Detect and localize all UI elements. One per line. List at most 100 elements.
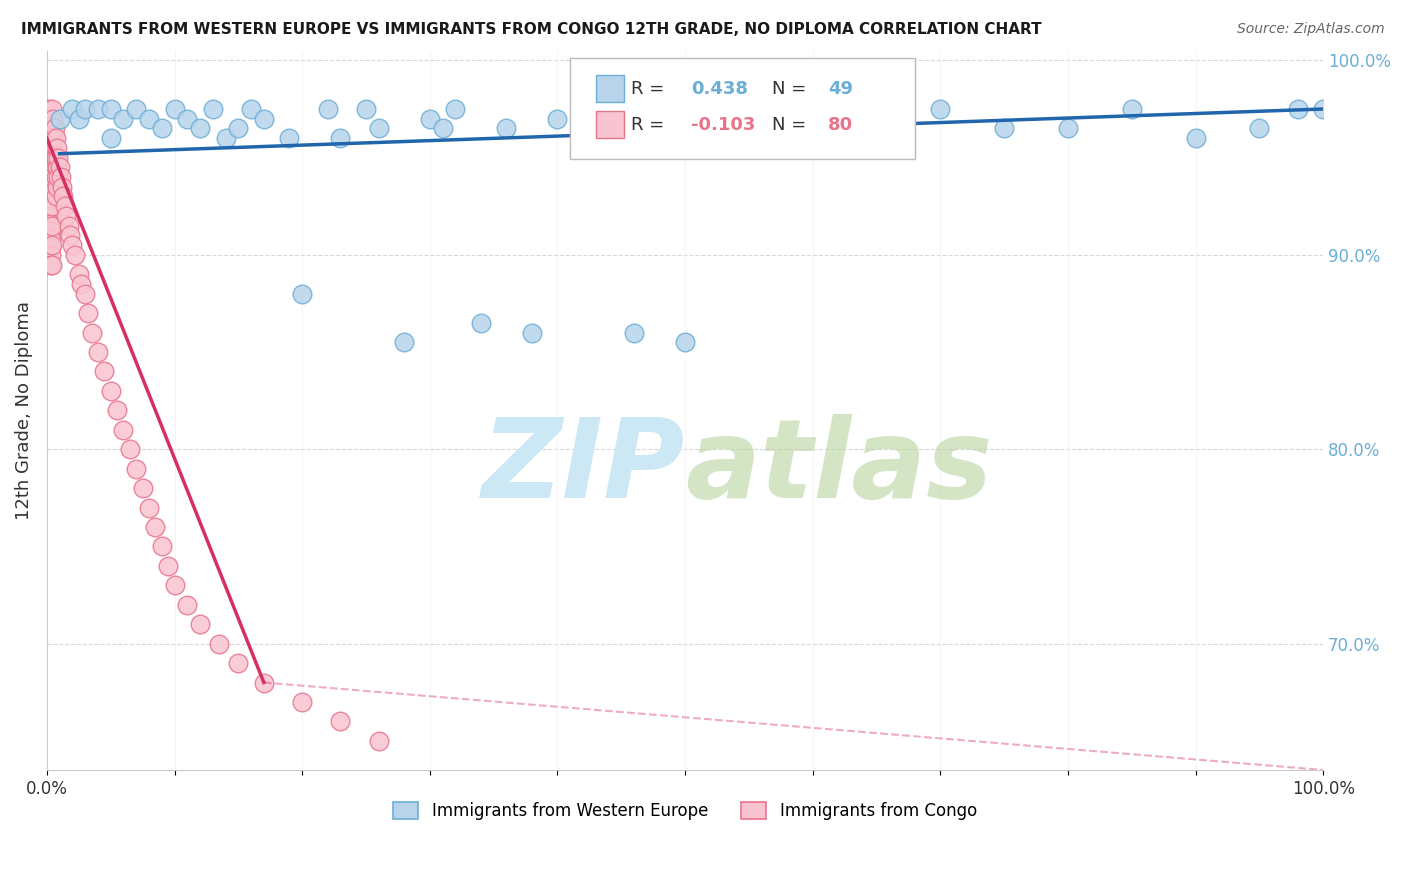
Point [188, 121, 211, 136]
Point [75, 102, 97, 116]
Point [53, 199, 76, 213]
Point [100, 384, 122, 398]
Point [49, 169, 72, 184]
Point [48, 169, 70, 184]
Point [41, 199, 63, 213]
Text: 49: 49 [828, 79, 853, 98]
Point [112, 423, 135, 437]
Point [105, 403, 128, 417]
Point [176, 598, 198, 612]
Point [38, 194, 60, 208]
Point [253, 675, 276, 690]
Point [37, 112, 59, 126]
Point [444, 102, 467, 116]
Point [329, 131, 352, 145]
Point [1249, 121, 1271, 136]
Point [58, 219, 80, 233]
Point [41, 141, 63, 155]
Point [1057, 121, 1080, 136]
Point [38, 146, 60, 161]
Point [150, 121, 173, 136]
Text: atlas: atlas [685, 415, 993, 522]
Point [87, 102, 110, 116]
Point [80, 326, 103, 340]
Text: R =: R = [631, 116, 671, 134]
Point [150, 540, 173, 554]
Point [291, 695, 314, 709]
Point [214, 131, 236, 145]
Point [1121, 102, 1143, 116]
Point [46, 141, 69, 155]
Point [45, 131, 67, 145]
Point [118, 442, 141, 457]
Point [419, 112, 441, 126]
Text: IMMIGRANTS FROM WESTERN EUROPE VS IMMIGRANTS FROM CONGO 12TH GRADE, NO DIPLOMA C: IMMIGRANTS FROM WESTERN EUROPE VS IMMIGR… [21, 22, 1042, 37]
Point [738, 131, 761, 145]
Point [495, 121, 517, 136]
Point [42, 169, 65, 184]
Point [520, 326, 543, 340]
Point [45, 189, 67, 203]
Point [38, 186, 60, 200]
Point [1312, 102, 1334, 116]
Legend: Immigrants from Western Europe, Immigrants from Congo: Immigrants from Western Europe, Immigran… [387, 795, 983, 826]
Point [51, 179, 73, 194]
Point [63, 248, 86, 262]
FancyBboxPatch shape [596, 75, 624, 103]
Point [157, 558, 180, 573]
Point [316, 102, 339, 116]
Point [131, 481, 153, 495]
Point [46, 179, 69, 194]
Point [138, 500, 160, 515]
Point [46, 161, 69, 175]
FancyBboxPatch shape [596, 112, 624, 138]
Point [673, 335, 696, 350]
Text: -0.103: -0.103 [692, 116, 756, 134]
Point [59, 228, 82, 243]
Point [188, 617, 211, 632]
Point [38, 154, 60, 169]
Point [228, 121, 250, 136]
Point [598, 102, 620, 116]
Text: 80: 80 [828, 116, 853, 134]
Point [367, 121, 389, 136]
Point [45, 169, 67, 184]
Point [329, 714, 352, 729]
Point [42, 131, 65, 145]
Point [70, 277, 93, 291]
Point [38, 178, 60, 192]
Point [76, 306, 98, 320]
Point [42, 151, 65, 165]
Point [291, 286, 314, 301]
Point [67, 267, 90, 281]
Point [125, 461, 148, 475]
Point [39, 258, 62, 272]
Point [201, 102, 224, 116]
Point [38, 201, 60, 215]
Point [45, 151, 67, 165]
Point [42, 112, 65, 126]
Point [67, 112, 90, 126]
Point [44, 151, 66, 165]
Point [39, 209, 62, 223]
Point [354, 102, 377, 116]
Point [208, 637, 231, 651]
Point [41, 102, 63, 116]
Point [648, 121, 671, 136]
Point [52, 189, 75, 203]
Point [39, 248, 62, 262]
Point [929, 102, 952, 116]
Point [138, 112, 160, 126]
Point [37, 121, 59, 136]
Point [367, 734, 389, 748]
Text: R =: R = [631, 79, 671, 98]
Point [37, 102, 59, 116]
Point [44, 121, 66, 136]
Point [572, 121, 595, 136]
Point [623, 326, 645, 340]
Point [62, 102, 84, 116]
Point [39, 240, 62, 254]
Point [240, 102, 263, 116]
Point [39, 217, 62, 231]
Point [253, 112, 276, 126]
